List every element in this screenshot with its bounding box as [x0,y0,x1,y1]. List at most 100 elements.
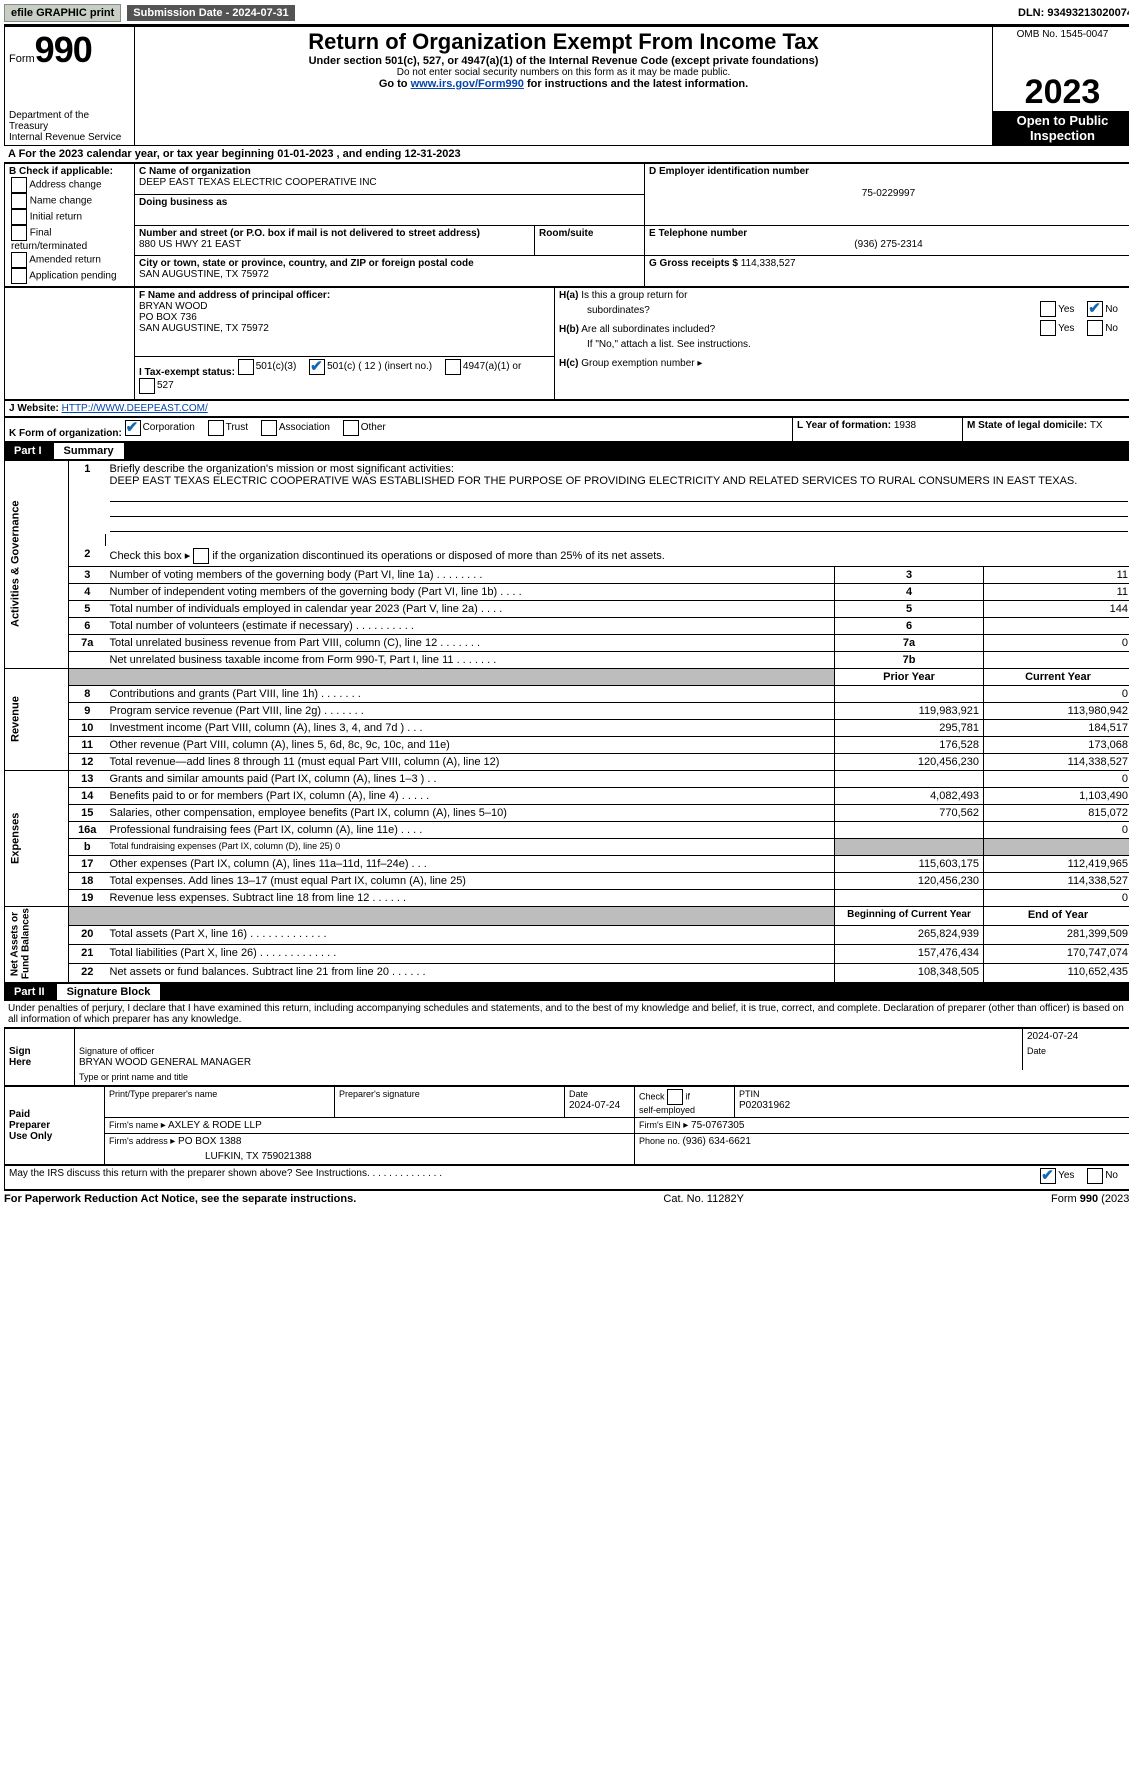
line-22-desc: Net assets or fund balances. Subtract li… [106,963,835,982]
officer-po: PO BOX 736 [139,312,197,323]
line-15-desc: Salaries, other compensation, employee b… [106,804,835,821]
chk-application-pending[interactable]: Application pending [9,268,130,284]
year-formation: 1938 [894,420,916,431]
chk-name-change[interactable]: Name change [9,193,130,209]
line-13-desc: Grants and similar amounts paid (Part IX… [106,770,835,787]
city-label: City or town, state or province, country… [139,258,474,269]
line-5-val: 144 [984,600,1129,617]
firm-ein-label: Firm's EIN [639,1120,683,1130]
firm-addr2: LUFKIN, TX 759021388 [205,1151,312,1162]
line-12-desc: Total revenue—add lines 8 through 11 (mu… [106,753,835,770]
line-7b-desc: Net unrelated business taxable income fr… [106,651,835,668]
no-ssn-text: Do not enter social security numbers on … [139,67,988,78]
chk-amended-return[interactable]: Amended return [9,252,130,268]
ein-value: 75-0229997 [649,188,1128,199]
officer-city: SAN AUGUSTINE, TX 75972 [139,323,269,334]
self-employed-check[interactable]: Check ifself-employed [635,1086,735,1117]
org-name: DEEP EAST TEXAS ELECTRIC COOPERATIVE INC [139,177,377,188]
line-5-desc: Total number of individuals employed in … [106,600,835,617]
line-4-desc: Number of independent voting members of … [106,583,835,600]
summary-table: Activities & Governance 1 Briefly descri… [4,460,1129,983]
line-8-desc: Contributions and grants (Part VIII, lin… [106,685,835,702]
line-7a-val: 0 [984,634,1129,651]
line-21-cy: 170,747,074 [984,944,1129,963]
chk-association[interactable]: Association [261,420,330,436]
line-14-desc: Benefits paid to or for members (Part IX… [106,787,835,804]
sign-here-label: SignHere [5,1028,75,1085]
line-14-cy: 1,103,490 [984,787,1129,804]
state-domicile: TX [1090,420,1103,431]
officer-name: BRYAN WOOD [139,301,208,312]
topbar: efile GRAPHIC print Submission Date - 20… [4,4,1129,26]
firm-phone: (936) 634-6621 [683,1136,751,1147]
discuss-no[interactable]: No [1087,1168,1118,1184]
h-a-label: H(a) Is this a group return for [559,290,687,301]
submission-date-pill: Submission Date - 2024-07-31 [127,5,294,21]
line-3-desc: Number of voting members of the governin… [106,566,835,583]
line-3-val: 11 [984,566,1129,583]
line-14-py: 4,082,493 [835,787,984,804]
line-17-py: 115,603,175 [835,855,984,872]
discuss-row: May the IRS discuss this return with the… [4,1165,1129,1190]
irs-link[interactable]: www.irs.gov/Form990 [411,78,524,90]
line-21-py: 157,476,434 [835,944,984,963]
preparer-date: 2024-07-24 [569,1100,620,1111]
h-a-yes[interactable]: Yes [1040,301,1074,317]
line-22-py: 108,348,505 [835,963,984,982]
omb-number: OMB No. 1545-0047 [993,27,1129,74]
chk-initial-return[interactable]: Initial return [9,209,130,225]
line-18-py: 120,456,230 [835,872,984,889]
h-c-label: H(c) Group exemption number ▸ [559,358,702,369]
paperwork-notice: For Paperwork Reduction Act Notice, see … [4,1193,356,1205]
part-2-header: Part II Signature Block [4,983,1129,1001]
form-footer-right: Form 990 (2023) [1051,1193,1129,1205]
section-f-label: F Name and address of principal officer: [139,290,330,301]
line-11-cy: 173,068 [984,736,1129,753]
preparer-date-label: Date [569,1089,588,1099]
section-i-label: I Tax-exempt status: [139,367,235,378]
gross-receipts-value: 114,338,527 [741,258,796,269]
h-a-no[interactable]: No [1087,301,1118,317]
vlabel-net-assets: Net Assets orFund Balances [5,906,69,982]
line-16a-cy: 0 [984,821,1129,838]
website-link[interactable]: HTTP://WWW.DEEPEAST.COM/ [62,403,208,414]
line-16a-desc: Professional fundraising fees (Part IX, … [106,821,835,838]
room-suite-label: Room/suite [539,228,593,239]
efile-graphic-print-button[interactable]: efile GRAPHIC print [4,4,121,22]
h-b-yes[interactable]: Yes [1040,320,1074,336]
section-c-name-label: C Name of organization [139,166,251,177]
line-9-cy: 113,980,942 [984,702,1129,719]
line-7a-desc: Total unrelated business revenue from Pa… [106,634,835,651]
chk-trust[interactable]: Trust [208,420,248,436]
under-section-text: Under section 501(c), 527, or 4947(a)(1)… [139,55,988,67]
chk-501c3[interactable]: 501(c)(3) [238,359,297,375]
discuss-yes[interactable]: Yes [1040,1168,1074,1184]
chk-corporation[interactable]: Corporation [125,420,195,436]
mission-text: DEEP EAST TEXAS ELECTRIC COOPERATIVE WAS… [110,475,1078,487]
address-value: 880 US HWY 21 EAST [139,239,241,250]
section-g-label: G Gross receipts $ [649,258,741,269]
klm-row: K Form of organization: Corporation Trus… [4,417,1129,442]
h-b-no[interactable]: No [1087,320,1118,336]
goto-text: Go to www.irs.gov/Form990 for instructio… [139,78,988,90]
chk-final-return[interactable]: Final return/terminated [9,225,130,252]
chk-discontinued[interactable] [193,548,209,564]
line-15-cy: 815,072 [984,804,1129,821]
chk-4947[interactable]: 4947(a)(1) or [445,359,521,375]
line-4-val: 11 [984,583,1129,600]
ptin-label: PTIN [739,1089,760,1099]
line-8-cy: 0 [984,685,1129,702]
line-12-cy: 114,338,527 [984,753,1129,770]
vlabel-expenses: Expenses [5,770,69,906]
preparer-sig-label: Preparer's signature [339,1089,420,1099]
chk-501c[interactable]: 501(c) ( 12 ) (insert no.) [309,359,432,375]
sign-here-block: SignHere 2024-07-24 Signature of officer… [4,1028,1129,1086]
chk-other[interactable]: Other [343,420,386,436]
firm-name: AXLEY & RODE LLP [168,1120,262,1131]
discuss-text: May the IRS discuss this return with the… [9,1168,442,1179]
chk-address-change[interactable]: Address change [9,177,130,193]
line-9-py: 119,983,921 [835,702,984,719]
line-6-desc: Total number of volunteers (estimate if … [106,617,835,634]
chk-527[interactable]: 527 [139,378,174,394]
line-2-text: Check this box ▸ if the organization dis… [106,546,1129,567]
